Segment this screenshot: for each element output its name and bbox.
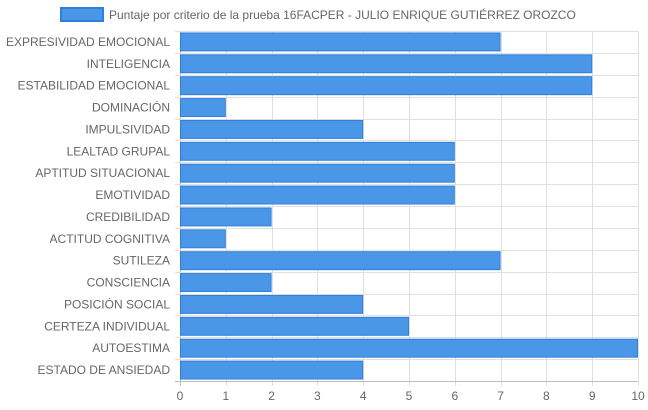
category-label: LEALTAD GRUPAL	[67, 144, 171, 158]
bar[interactable]	[180, 229, 226, 249]
bar[interactable]	[180, 141, 455, 161]
x-tick-label: 1	[222, 389, 229, 403]
bar[interactable]	[180, 294, 364, 314]
x-tick-label: 0	[177, 389, 184, 403]
x-tick-labels: 0 1 2 3 4 5 6 7 8 9 10	[177, 389, 645, 403]
category-label: ESTABILIDAD EMOCIONAL	[18, 79, 171, 93]
x-tick-label: 6	[451, 389, 458, 403]
x-tick-label: 2	[268, 389, 275, 403]
bar[interactable]	[180, 360, 364, 380]
category-label: ESTADO DE ANSIEDAD	[38, 363, 171, 377]
x-tick-label: 5	[406, 389, 413, 403]
category-label: APTITUD SITUACIONAL	[35, 166, 170, 180]
bar[interactable]	[180, 54, 593, 74]
x-tick-label: 8	[543, 389, 550, 403]
bar[interactable]	[180, 119, 364, 139]
bars	[180, 32, 638, 380]
bar[interactable]	[180, 273, 272, 293]
category-label: SUTILEZA	[113, 254, 170, 268]
bar[interactable]	[180, 207, 272, 227]
category-label: EMOTIVIDAD	[95, 188, 170, 202]
x-tick-label: 7	[497, 389, 504, 403]
category-label: AUTOESTIMA	[92, 341, 170, 355]
category-label: DOMINACIÓN	[92, 100, 170, 115]
category-label: ACTITUD COGNITIVA	[50, 232, 170, 246]
bar[interactable]	[180, 76, 593, 96]
bar[interactable]	[180, 338, 638, 358]
x-tick-label: 4	[360, 389, 367, 403]
bar[interactable]	[180, 98, 226, 118]
x-tick-label: 3	[314, 389, 321, 403]
category-label: IMPULSIVIDAD	[85, 122, 170, 136]
category-labels: EXPRESIVIDAD EMOCIONAL INTELIGENCIA ESTABI…	[6, 35, 170, 377]
legend[interactable]: Puntaje por criterio de la prueba 16FACP…	[60, 7, 576, 22]
category-label: CREDIBILIDAD	[86, 210, 170, 224]
bar[interactable]	[180, 251, 501, 271]
bar[interactable]	[180, 163, 455, 183]
category-label: EXPRESIVIDAD EMOCIONAL	[6, 35, 170, 49]
bar[interactable]	[180, 32, 501, 52]
bar[interactable]	[180, 316, 409, 336]
category-label: CERTEZA INDIVIDUAL	[44, 319, 170, 333]
legend-series-name: Puntaje por criterio de la prueba 16FACP…	[109, 7, 576, 22]
x-tick-label: 10	[631, 389, 645, 403]
category-label: INTELIGENCIA	[87, 57, 170, 71]
x-tick-label: 9	[589, 389, 596, 403]
category-label: POSICIÓN SOCIAL	[64, 296, 170, 311]
legend-swatch	[60, 7, 104, 22]
bar[interactable]	[180, 185, 455, 205]
category-label: CONSCIENCIA	[87, 276, 170, 290]
